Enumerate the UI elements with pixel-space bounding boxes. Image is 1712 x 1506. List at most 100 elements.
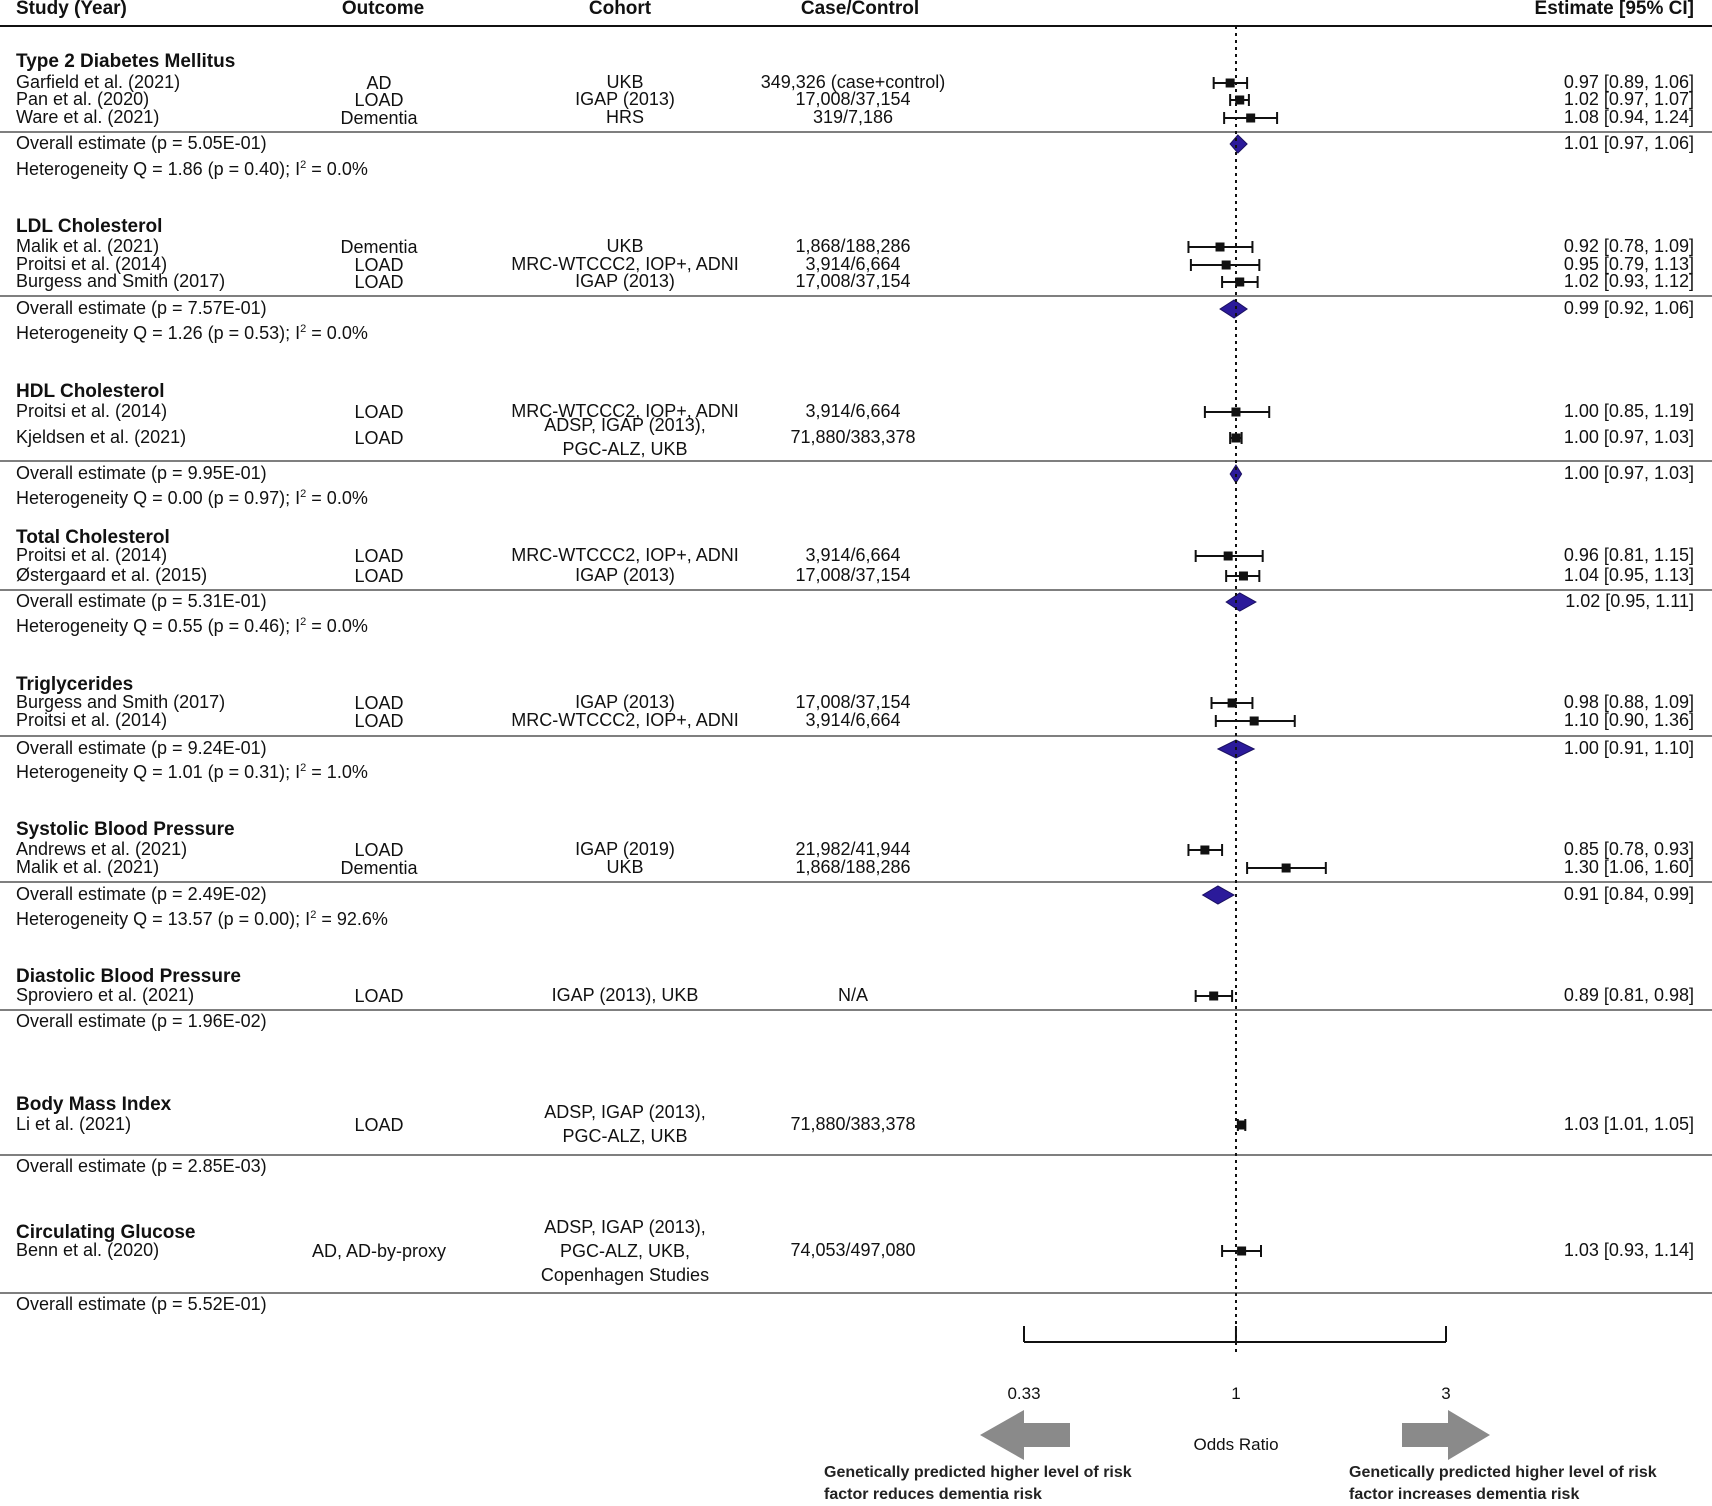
study-outcome: LOAD xyxy=(354,428,404,448)
study-estimate: 0.85 [0.78, 0.93] xyxy=(1563,839,1694,859)
i-squared-value: = 92.6% xyxy=(316,909,388,929)
study-estimate: 0.98 [0.88, 1.09] xyxy=(1563,692,1694,712)
study-outcome: Dementia xyxy=(340,108,418,128)
study-outcome: LOAD xyxy=(354,272,404,292)
right-direction-note: Genetically predicted higher level of ri… xyxy=(1349,1464,1657,1503)
study-estimate: 1.02 [0.93, 1.12] xyxy=(1563,271,1694,291)
study-cohort: IGAP (2013), UKB xyxy=(551,985,699,1005)
study-cohort: MRC-WTCCC2, IOP+, ADNI xyxy=(511,545,739,565)
summary-diamond xyxy=(1219,299,1248,319)
study-case-control: 1,868/188,286 xyxy=(795,236,911,256)
study-cohort: IGAP (2013) xyxy=(575,271,675,291)
study-name: Benn et al. (2020) xyxy=(16,1240,160,1260)
study-name: Garfield et al. (2021) xyxy=(16,72,181,92)
study-name: Proitsi et al. (2014) xyxy=(16,545,168,565)
study-outcome: AD xyxy=(366,73,392,93)
study-case-control: 71,880/383,378 xyxy=(790,1114,916,1134)
study-case-control: 17,008/37,154 xyxy=(795,271,911,291)
study-outcome: LOAD xyxy=(354,1115,404,1135)
study-case-control: 17,008/37,154 xyxy=(795,565,911,585)
i-squared-superscript: 2 xyxy=(310,909,317,921)
overall-estimate-label: Overall estimate (p = 9.24E-01) xyxy=(16,738,267,758)
study-estimate: 1.04 [0.95, 1.13] xyxy=(1563,565,1694,585)
point-estimate xyxy=(1231,433,1241,443)
study-outcome: AD, AD-by-proxy xyxy=(311,1241,447,1261)
point-estimate xyxy=(1246,113,1256,123)
study-case-control: 17,008/37,154 xyxy=(795,89,911,109)
study-cohort: IGAP (2019) xyxy=(575,839,675,859)
study-name: Sproviero et al. (2021) xyxy=(16,985,195,1005)
study-name: Malik et al. (2021) xyxy=(16,857,160,877)
study-name: Østergaard et al. (2015) xyxy=(16,565,208,585)
heterogeneity-stats: Heterogeneity Q = 1.86 (p = 0.40); I2 = … xyxy=(16,159,368,179)
study-estimate: 0.96 [0.81, 1.15] xyxy=(1563,545,1694,565)
study-estimate: 1.03 [0.93, 1.14] xyxy=(1563,1240,1694,1260)
study-case-control: 3,914/6,664 xyxy=(805,545,901,565)
study-cohort: MRC-WTCCC2, IOP+, ADNI xyxy=(511,710,739,730)
study-cohort: UKB xyxy=(606,857,644,877)
i-squared-superscript: 2 xyxy=(300,488,307,500)
i-squared-superscript: 2 xyxy=(300,159,307,171)
x-axis-label: Odds Ratio xyxy=(1193,1435,1279,1454)
arrow-left-icon xyxy=(980,1410,1070,1460)
study-case-control: 319/7,186 xyxy=(812,107,894,127)
study-estimate: 1.00 [0.97, 1.03] xyxy=(1563,427,1694,447)
study-cohort: HRS xyxy=(605,107,645,127)
heterogeneity-stats: Heterogeneity Q = 1.26 (p = 0.53); I2 = … xyxy=(16,323,368,343)
study-name: Ware et al. (2021) xyxy=(16,107,160,127)
study-cohort: IGAP (2013) xyxy=(575,692,675,712)
study-outcome: LOAD xyxy=(354,546,404,566)
summary-diamond xyxy=(1225,592,1257,612)
study-case-control: N/A xyxy=(837,985,869,1005)
study-cohort: PGC-ALZ, UKB xyxy=(562,439,688,459)
study-outcome: Dementia xyxy=(340,237,418,257)
study-outcome: LOAD xyxy=(354,840,404,860)
study-cohort: PGC-ALZ, UKB, xyxy=(559,1241,691,1261)
group-title: Circulating Glucose xyxy=(16,1222,196,1243)
group-title: Diastolic Blood Pressure xyxy=(16,966,241,987)
heterogeneity-stats: Heterogeneity Q = 13.57 (p = 0.00); I2 =… xyxy=(16,909,388,929)
overall-estimate-value: 1.00 [0.97, 1.03] xyxy=(1563,463,1694,483)
study-cohort: MRC-WTCCC2, IOP+, ADNI xyxy=(511,401,739,421)
study-case-control: 1,868/188,286 xyxy=(795,857,911,877)
study-cohort: IGAP (2013) xyxy=(575,565,675,585)
study-estimate: 1.02 [0.97, 1.07] xyxy=(1563,89,1694,109)
i-squared-superscript: 2 xyxy=(300,762,307,774)
study-name: Burgess and Smith (2017) xyxy=(16,692,226,712)
group-title: Type 2 Diabetes Mellitus xyxy=(16,51,236,72)
group-title: Body Mass Index xyxy=(16,1094,172,1115)
point-estimate xyxy=(1235,95,1245,105)
i-squared-value: = 0.0% xyxy=(306,616,368,636)
study-case-control: 71,880/383,378 xyxy=(790,427,916,447)
overall-estimate-label: Overall estimate (p = 5.52E-01) xyxy=(16,1294,267,1314)
study-case-control: 3,914/6,664 xyxy=(805,710,901,730)
group-title: Total Cholesterol xyxy=(16,527,170,548)
i-squared-value: = 1.0% xyxy=(306,762,368,782)
i-squared-superscript: 2 xyxy=(300,616,307,628)
column-header: Estimate [95% CI] xyxy=(1534,0,1694,19)
study-estimate: 0.97 [0.89, 1.06] xyxy=(1563,72,1694,92)
study-cohort: Copenhagen Studies xyxy=(540,1265,710,1285)
group-title: Triglycerides xyxy=(16,674,134,695)
heterogeneity-stats: Heterogeneity Q = 1.01 (p = 0.31); I2 = … xyxy=(16,762,368,782)
overall-estimate-label: Overall estimate (p = 9.95E-01) xyxy=(16,463,267,483)
overall-estimate-value: 1.02 [0.95, 1.11] xyxy=(1565,591,1694,611)
heterogeneity-stats: Heterogeneity Q = 0.55 (p = 0.46); I2 = … xyxy=(16,616,368,636)
point-estimate xyxy=(1237,1246,1247,1256)
left-direction-note: Genetically predicted higher level of ri… xyxy=(824,1464,1132,1503)
study-case-control: 3,914/6,664 xyxy=(805,401,901,421)
study-case-control: 349,326 (case+control) xyxy=(760,72,946,92)
study-cohort: UKB xyxy=(606,236,644,256)
study-outcome: LOAD xyxy=(354,986,404,1006)
i-squared-superscript: 2 xyxy=(300,323,307,335)
point-estimate xyxy=(1223,551,1233,561)
group-title: HDL Cholesterol xyxy=(16,381,165,402)
overall-estimate-label: Overall estimate (p = 5.31E-01) xyxy=(16,591,267,611)
point-estimate xyxy=(1235,277,1245,287)
x-axis-tick-label: 0.33 xyxy=(1007,1384,1041,1403)
study-cohort: ADSP, IGAP (2013), xyxy=(544,1217,706,1237)
study-cohort: ADSP, IGAP (2013), xyxy=(544,415,706,435)
point-estimate xyxy=(1221,260,1231,270)
study-cohort: IGAP (2013) xyxy=(575,89,675,109)
heterogeneity-stats: Heterogeneity Q = 0.00 (p = 0.97); I2 = … xyxy=(16,488,368,508)
